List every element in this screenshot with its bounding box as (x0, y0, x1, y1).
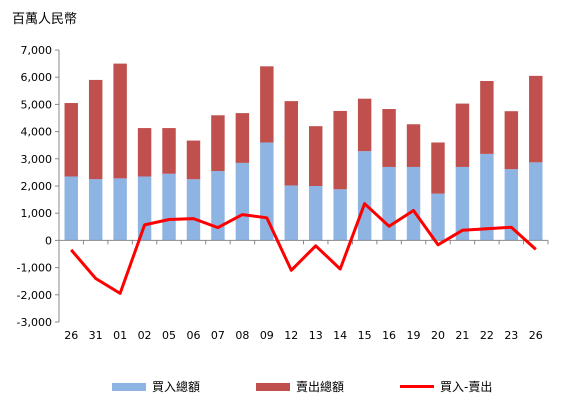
x-tick-label: 12 (284, 329, 298, 342)
y-tick-label: -2,000 (17, 289, 52, 302)
y-tick-label: 4,000 (21, 126, 53, 139)
bar-buy-total (186, 179, 201, 241)
x-tick-label: 20 (431, 329, 445, 342)
y-tick-label: 2,000 (21, 180, 53, 193)
y-tick-label: 7,000 (21, 44, 53, 57)
legend-swatch (112, 382, 146, 391)
x-tick-label: 22 (480, 329, 494, 342)
bar-sell-total (186, 140, 201, 180)
y-tick-label: 6,000 (21, 71, 53, 84)
bar-sell-total (357, 98, 372, 152)
bar-buy-total (406, 166, 421, 241)
bar-buy-total (309, 186, 323, 241)
legend-label: 賣出總額 (296, 380, 345, 394)
bar-sell-total (333, 110, 347, 190)
y-tick-label: 3,000 (21, 153, 53, 166)
x-tick-label: 16 (382, 329, 396, 342)
bar-sell-total (309, 126, 323, 186)
x-tick-label: 06 (186, 329, 200, 342)
bar-sell-total (235, 113, 250, 163)
bar-buy-total (357, 151, 372, 241)
x-tick-label: 23 (504, 329, 518, 342)
legend-label: 買入總額 (152, 380, 201, 394)
legend-label: 買入-賣出 (440, 380, 493, 394)
x-tick-label: 19 (407, 329, 421, 342)
x-tick-label: 02 (138, 329, 152, 342)
line-net (70, 202, 537, 295)
x-tick-label: 09 (260, 329, 274, 342)
bar-sell-total (480, 81, 494, 154)
legend-item: 買入總額 (112, 378, 200, 395)
bar-sell-total (455, 103, 470, 167)
bar-buy-total (504, 169, 519, 241)
bar-sell-total (137, 128, 152, 177)
bar-buy-total (162, 173, 176, 241)
x-tick-label: 01 (113, 329, 127, 342)
bar-sell-total (88, 79, 103, 180)
bar-sell-total (504, 111, 519, 170)
bar-buy-total (455, 166, 470, 241)
bar-buy-total (211, 171, 225, 241)
x-tick-label: 26 (64, 329, 78, 342)
legend: 買入總額 賣出總額 買入-賣出 (0, 378, 563, 398)
bar-sell-total (211, 115, 225, 172)
legend-swatch (400, 385, 434, 388)
bar-buy-total (480, 153, 494, 241)
bar-buy-total (235, 162, 250, 241)
x-tick-label: 05 (162, 329, 176, 342)
bar-sell-total (431, 142, 445, 194)
bar-buy-total (113, 178, 127, 241)
legend-item: 賣出總額 (256, 378, 344, 395)
legend-swatch (256, 382, 290, 391)
bar-sell-total (162, 128, 176, 174)
bar-buy-total (284, 185, 298, 241)
bar-buy-total (431, 193, 445, 241)
bar-buy-total (64, 176, 78, 241)
bar-sell-total (529, 75, 543, 163)
bar-sell-total (113, 63, 127, 179)
x-tick-label: 21 (455, 329, 469, 342)
x-tick-label: 08 (235, 329, 249, 342)
legend-item: 買入-賣出 (400, 378, 492, 395)
x-tick-label: 07 (211, 329, 225, 342)
unit-label: 百萬人民幣 (12, 12, 78, 27)
x-tick-label: 14 (333, 329, 347, 342)
bar-buy-total (137, 176, 152, 241)
bar-buy-total (382, 166, 396, 241)
y-tick-label: -1,000 (17, 262, 52, 275)
bar-buy-total (333, 189, 347, 241)
y-tick-label: -3,000 (17, 316, 52, 329)
bar-sell-total (64, 103, 78, 177)
x-tick-label: 13 (309, 329, 323, 342)
bar-buy-total (88, 179, 103, 241)
bar-sell-total (382, 109, 396, 167)
y-tick-label: 5,000 (21, 98, 53, 111)
y-tick-label: 1,000 (21, 207, 53, 220)
x-tick-label: 31 (89, 329, 103, 342)
bar-sell-total (406, 124, 421, 167)
x-tick-label: 26 (529, 329, 543, 342)
bar-sell-total (284, 101, 298, 186)
bar-buy-total (529, 162, 543, 241)
x-tick-label: 15 (358, 329, 372, 342)
bar-sell-total (260, 66, 274, 143)
y-tick-label: 0 (45, 234, 52, 247)
